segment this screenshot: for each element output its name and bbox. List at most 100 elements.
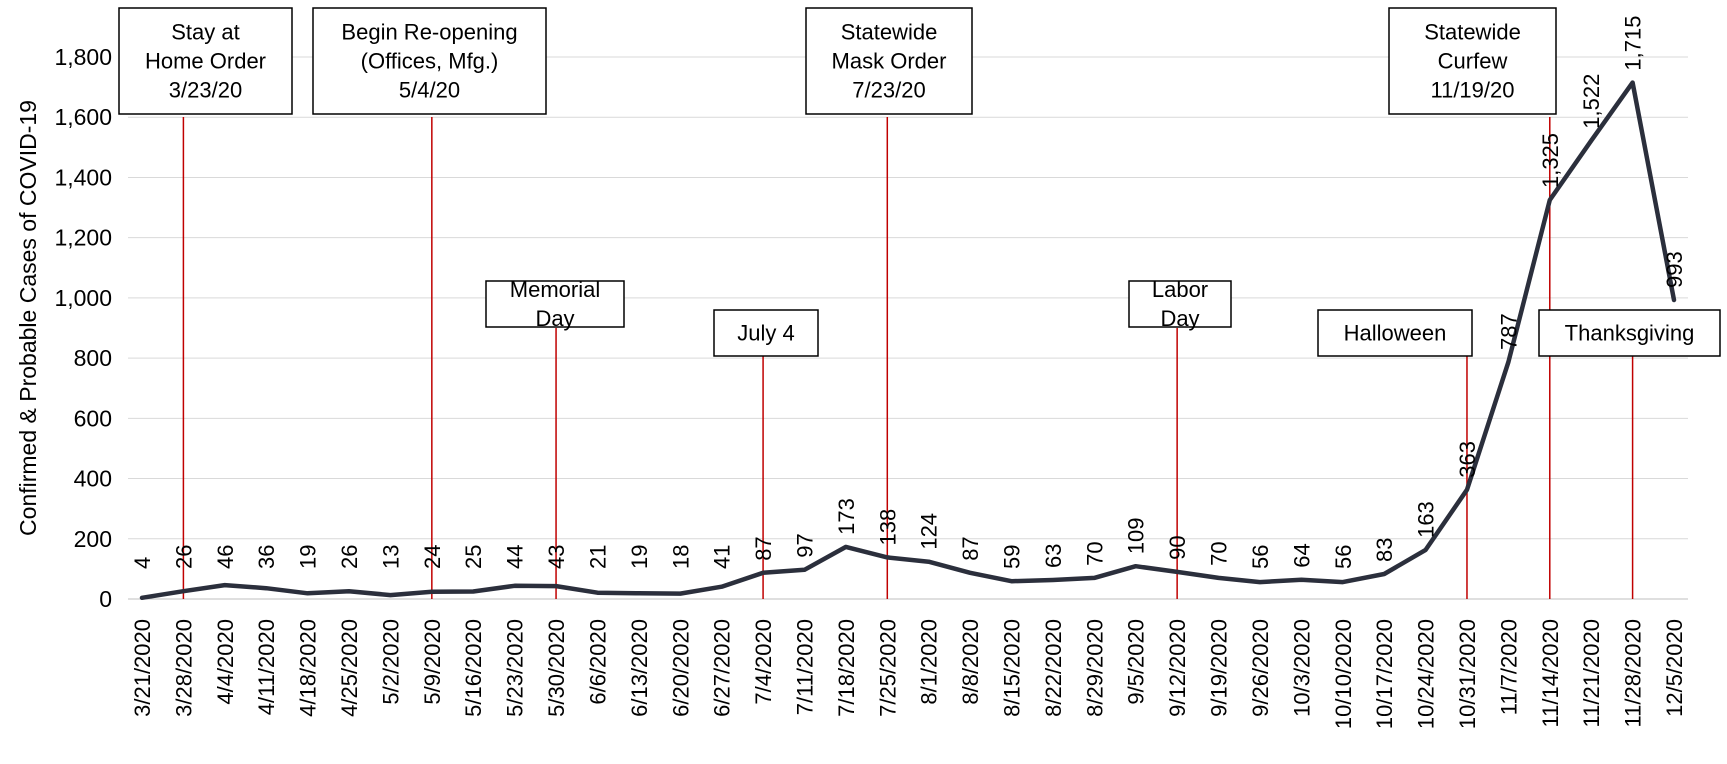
data-label: 59 bbox=[1000, 545, 1025, 569]
data-label: 4 bbox=[130, 557, 155, 569]
event-box bbox=[1317, 309, 1473, 357]
event-markers bbox=[182, 117, 1634, 599]
event-annotations: Stay at Home Order 3/23/20 Begin Re-opening… bbox=[118, 7, 1721, 357]
x-tick-label: 8/15/2020 bbox=[1000, 619, 1025, 717]
event-annotation: Statewide Mask Order 7/23/20 bbox=[805, 7, 973, 115]
data-label: 43 bbox=[544, 545, 569, 569]
data-label: 41 bbox=[710, 545, 735, 569]
event-box bbox=[1388, 7, 1557, 115]
x-tick-label: 3/21/2020 bbox=[130, 619, 155, 717]
event-label: Statewide bbox=[1424, 20, 1521, 45]
y-tick-label: 800 bbox=[74, 345, 112, 371]
x-tick-label: 10/17/2020 bbox=[1372, 619, 1397, 729]
event-label: Home Order bbox=[145, 49, 266, 74]
x-tick-label: 8/22/2020 bbox=[1041, 619, 1066, 717]
event-annotation: July 4 bbox=[713, 309, 819, 357]
event-label: Thanksgiving bbox=[1565, 321, 1695, 346]
data-label: 1,715 bbox=[1621, 16, 1646, 71]
event-label: (Offices, Mfg.) bbox=[361, 49, 499, 74]
y-tick-label: 1,400 bbox=[54, 164, 112, 190]
event-box bbox=[312, 7, 547, 115]
x-tick-label: 9/5/2020 bbox=[1124, 619, 1149, 705]
data-label: 109 bbox=[1124, 517, 1149, 554]
data-label: 56 bbox=[1331, 545, 1356, 569]
x-tick-label: 6/27/2020 bbox=[710, 619, 735, 717]
data-label: 70 bbox=[1207, 541, 1232, 565]
data-label: 97 bbox=[792, 533, 817, 557]
event-annotation: Memorial Day bbox=[485, 277, 625, 331]
x-tick-label: 6/6/2020 bbox=[585, 619, 610, 705]
data-label: 21 bbox=[585, 545, 610, 569]
event-label: Memorial bbox=[510, 277, 600, 302]
x-tick-label: 10/10/2020 bbox=[1331, 619, 1356, 729]
x-tick-label: 4/11/2020 bbox=[254, 619, 279, 715]
x-tick-label: 5/23/2020 bbox=[503, 619, 528, 717]
event-box bbox=[485, 280, 625, 328]
x-tick-label: 8/1/2020 bbox=[917, 619, 942, 705]
data-label: 1,522 bbox=[1579, 74, 1604, 129]
y-tick-label: 400 bbox=[74, 466, 112, 492]
y-tick-label: 1,200 bbox=[54, 225, 112, 251]
event-label: Mask Order bbox=[832, 49, 947, 74]
x-tick-label: 4/4/2020 bbox=[213, 619, 238, 705]
x-tick-label: 10/31/2020 bbox=[1455, 619, 1480, 729]
data-labels: 4 26 46 36 19 26 13 24 25 44 43 21 19 18 41 87 97 173 138 1… bbox=[130, 16, 1687, 569]
data-label: 26 bbox=[171, 545, 196, 569]
data-label: 787 bbox=[1496, 313, 1521, 350]
x-tick-label: 3/28/2020 bbox=[171, 619, 196, 717]
event-annotation: Labor Day bbox=[1128, 277, 1232, 331]
x-tick-label: 9/12/2020 bbox=[1165, 619, 1190, 717]
event-label: Stay at bbox=[171, 20, 239, 45]
x-tick-label: 11/21/2020 bbox=[1579, 619, 1604, 727]
event-annotation: Stay at Home Order 3/23/20 bbox=[118, 7, 293, 115]
event-label: Statewide bbox=[841, 20, 938, 45]
event-label: July 4 bbox=[737, 321, 794, 346]
data-label: 64 bbox=[1289, 543, 1314, 567]
event-box bbox=[713, 309, 819, 357]
data-label: 87 bbox=[958, 536, 983, 560]
x-tick-label: 11/7/2020 bbox=[1496, 619, 1521, 715]
series-cases bbox=[139, 80, 1677, 601]
event-annotation: Thanksgiving bbox=[1538, 309, 1721, 357]
x-tick-label: 7/11/2020 bbox=[792, 619, 817, 715]
data-label: 87 bbox=[751, 536, 776, 560]
data-label: 163 bbox=[1414, 501, 1439, 538]
data-label: 124 bbox=[917, 513, 942, 550]
event-label: Halloween bbox=[1344, 321, 1447, 346]
x-tick-label: 4/25/2020 bbox=[337, 619, 362, 717]
event-label: Labor bbox=[1152, 277, 1208, 302]
x-tick-label: 6/13/2020 bbox=[627, 619, 652, 717]
data-label: 19 bbox=[296, 545, 321, 569]
event-box bbox=[1538, 309, 1721, 357]
data-label: 13 bbox=[378, 545, 403, 569]
x-tick-label: 6/20/2020 bbox=[668, 619, 693, 717]
x-tick-label: 5/9/2020 bbox=[420, 619, 445, 705]
event-annotation: Halloween bbox=[1317, 309, 1473, 357]
data-label: 25 bbox=[461, 545, 486, 569]
x-tick-label: 11/28/2020 bbox=[1621, 619, 1646, 727]
x-tick-label: 12/5/2020 bbox=[1662, 619, 1687, 717]
x-tick-label: 7/18/2020 bbox=[834, 619, 859, 717]
event-annotation: Begin Re-opening (Offices, Mfg.) 5/4/20 bbox=[312, 7, 547, 115]
x-tick-label: 5/16/2020 bbox=[461, 619, 486, 717]
event-box bbox=[118, 7, 293, 115]
data-label: 46 bbox=[213, 545, 238, 569]
data-label: 1,325 bbox=[1538, 133, 1563, 188]
event-label: 5/4/20 bbox=[399, 78, 460, 103]
event-label: Begin Re-opening bbox=[341, 20, 517, 45]
y-tick-label: 1,000 bbox=[54, 285, 112, 311]
event-label: 3/23/20 bbox=[169, 78, 242, 103]
x-tick-label: 11/14/2020 bbox=[1538, 619, 1563, 727]
y-tick-label: 1,800 bbox=[54, 44, 112, 70]
x-tick-label: 8/29/2020 bbox=[1082, 619, 1107, 717]
event-box bbox=[805, 7, 973, 115]
x-tick-label: 9/26/2020 bbox=[1248, 619, 1273, 717]
data-label: 138 bbox=[875, 509, 900, 546]
x-tick-label: 4/18/2020 bbox=[296, 619, 321, 717]
x-tick-label: 9/19/2020 bbox=[1207, 619, 1232, 717]
data-label: 44 bbox=[503, 545, 528, 569]
event-label: Day bbox=[535, 306, 574, 331]
event-annotation: Statewide Curfew 11/19/20 bbox=[1388, 7, 1557, 115]
